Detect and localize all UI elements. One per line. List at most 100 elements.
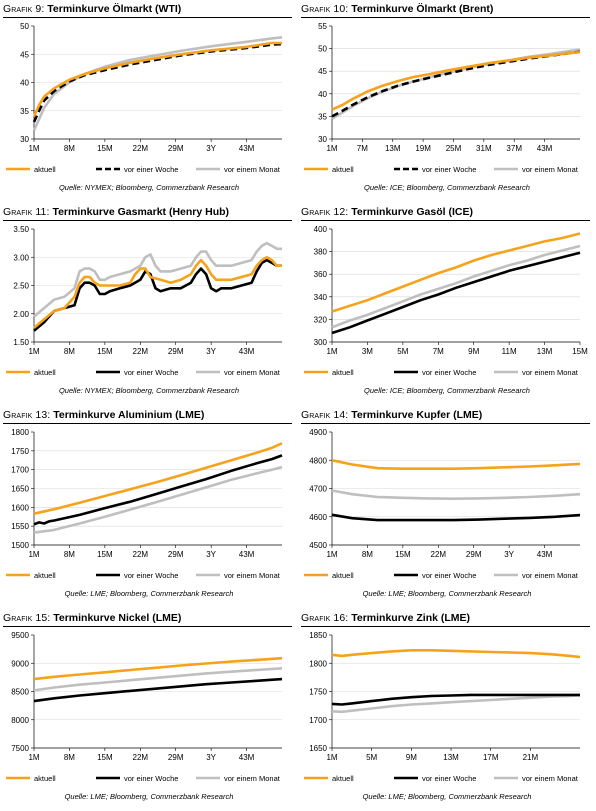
y-tick-label: 4500 <box>309 541 327 550</box>
y-tick-label: 380 <box>314 248 328 257</box>
legend: aktuell vor einer Woche vor einem Monat <box>304 774 579 783</box>
chart-title: Grafik 13: Terminkurve Aluminium (LME) <box>3 409 204 421</box>
legend-label-monat: vor einem Monat <box>224 571 281 580</box>
series-line-monat <box>33 241 282 318</box>
figure-number: Grafik 14: <box>301 409 349 421</box>
y-tick-label: 4700 <box>309 485 327 494</box>
chart-title: Grafik 12: Terminkurve Gasöl (ICE) <box>301 206 473 218</box>
series-line-woche <box>331 50 581 118</box>
y-tick-label: 50 <box>20 22 29 31</box>
x-tick-label: 15M <box>97 753 113 762</box>
series-line-aktuell <box>33 656 283 681</box>
series-line-monat <box>33 667 283 692</box>
chart-source: Quelle: LME; Bloomberg, Commerzbank Rese… <box>362 589 532 598</box>
x-tick-label: 13M <box>537 347 553 356</box>
series-line-woche <box>33 677 283 703</box>
series-line-woche <box>331 513 581 522</box>
x-tick-label: 15M <box>97 347 113 356</box>
x-tick-label: 11M <box>502 347 517 356</box>
x-tick-label: 15M <box>97 144 113 153</box>
x-tick-label: 43M <box>537 144 553 153</box>
x-tick-label: 1M <box>28 753 39 762</box>
y-tick-label: 30 <box>20 135 29 144</box>
y-tick-label: 40 <box>318 90 327 99</box>
y-tick-label: 9500 <box>11 631 29 640</box>
y-tick-label: 1700 <box>11 466 29 475</box>
series-line-woche <box>33 258 282 332</box>
chart-source: Quelle: LME; Bloomberg, Commerzbank Rese… <box>362 792 532 801</box>
legend-label-aktuell: aktuell <box>34 165 56 174</box>
title-rule <box>301 423 590 424</box>
y-tick-label: 1800 <box>309 659 327 668</box>
y-tick-label: 4800 <box>309 456 327 465</box>
x-tick-label: 22M <box>133 347 149 356</box>
legend-label-monat: vor einem Monat <box>224 774 281 783</box>
x-tick-label: 9M <box>468 347 479 356</box>
legend-label-woche: vor einer Woche <box>422 165 476 174</box>
x-tick-label: 29M <box>168 550 184 559</box>
title-rule <box>301 17 590 18</box>
series-line-woche <box>33 454 283 526</box>
series-line-woche <box>331 693 580 706</box>
series-line-monat <box>331 694 581 714</box>
x-tick-label: 17M <box>483 753 499 762</box>
y-tick-label: 1650 <box>11 485 29 494</box>
y-tick-label: 30 <box>318 135 327 144</box>
legend-label-woche: vor einer Woche <box>124 368 178 377</box>
y-tick-label: 1550 <box>11 522 29 531</box>
figure-number: Grafik 10: <box>301 3 349 15</box>
chart-heading: Terminkurve Nickel (LME) <box>53 612 182 624</box>
x-tick-label: 13M <box>385 144 401 153</box>
x-tick-label: 1M <box>28 144 39 153</box>
title-rule <box>3 423 292 424</box>
y-tick-label: 45 <box>318 67 327 76</box>
x-tick-label: 3M <box>362 347 373 356</box>
series-line-monat <box>331 489 581 500</box>
legend-label-monat: vor einem Monat <box>224 368 281 377</box>
x-tick-label: 21M <box>523 753 539 762</box>
x-tick-label: 7M <box>433 347 444 356</box>
y-tick-label: 3.50 <box>13 225 29 234</box>
series-line-aktuell <box>33 442 283 515</box>
y-tick-label: 320 <box>314 315 328 324</box>
x-tick-label: 1M <box>28 550 39 559</box>
y-tick-label: 1600 <box>11 503 29 512</box>
legend-label-woche: vor einer Woche <box>422 571 476 580</box>
x-tick-label: 1M <box>326 144 337 153</box>
figure-number: Grafik 11: <box>3 206 50 218</box>
legend: aktuell vor einer Woche vor einem Monat <box>304 368 579 377</box>
chart-source: Quelle: LME; Bloomberg, Commerzbank Rese… <box>64 589 234 598</box>
y-tick-label: 4900 <box>309 428 327 437</box>
series-line-aktuell <box>32 41 282 117</box>
y-tick-label: 360 <box>314 270 328 279</box>
x-tick-label: 3Y <box>206 753 216 762</box>
line-chart: 1.50 2.00 2.50 3.00 3.50 1M 8M 15M 22M 29M 3Y 43M ak… <box>6 225 282 377</box>
x-tick-label: 3Y <box>206 144 216 153</box>
series-line-aktuell <box>331 648 581 659</box>
y-tick-label: 400 <box>314 225 328 234</box>
y-tick-label: 2.00 <box>13 310 29 319</box>
y-tick-label: 45 <box>20 50 29 59</box>
line-chart: 30 35 40 45 50 55 1M 7M 13M 19M 25M 31M 37M 43M aktuel… <box>304 22 581 174</box>
chart-title: Grafik 15: Terminkurve Nickel (LME) <box>3 612 181 624</box>
x-tick-label: 9M <box>406 753 417 762</box>
title-rule <box>3 220 292 221</box>
chart-source: Quelle: ICE; Bloomberg, Commerzbank Rese… <box>364 183 530 192</box>
y-tick-label: 3.00 <box>13 253 29 262</box>
legend-label-monat: vor einem Monat <box>522 165 579 174</box>
legend: aktuell vor einer Woche vor einem Monat <box>304 165 579 174</box>
y-tick-label: 1.50 <box>13 338 29 347</box>
figure-number: Grafik 9: <box>3 3 45 15</box>
chart-heading: Terminkurve Kupfer (LME) <box>351 409 483 421</box>
x-tick-label: 1M <box>326 550 337 559</box>
line-chart: 300 320 340 360 380 400 1M 3M 5M 7M 9M 11M 13M 15M akt… <box>304 225 588 377</box>
y-tick-label: 9000 <box>11 659 29 668</box>
chart-title: Grafik 16: Terminkurve Zink (LME) <box>301 612 470 624</box>
y-tick-label: 1700 <box>309 716 327 725</box>
legend: aktuell vor einer Woche vor einem Monat <box>304 571 579 580</box>
legend-label-monat: vor einem Monat <box>522 571 579 580</box>
y-tick-label: 35 <box>20 107 29 116</box>
legend-label-aktuell: aktuell <box>332 368 354 377</box>
y-tick-label: 40 <box>20 79 29 88</box>
chart-heading: Terminkurve Gasmarkt (Henry Hub) <box>52 206 230 218</box>
